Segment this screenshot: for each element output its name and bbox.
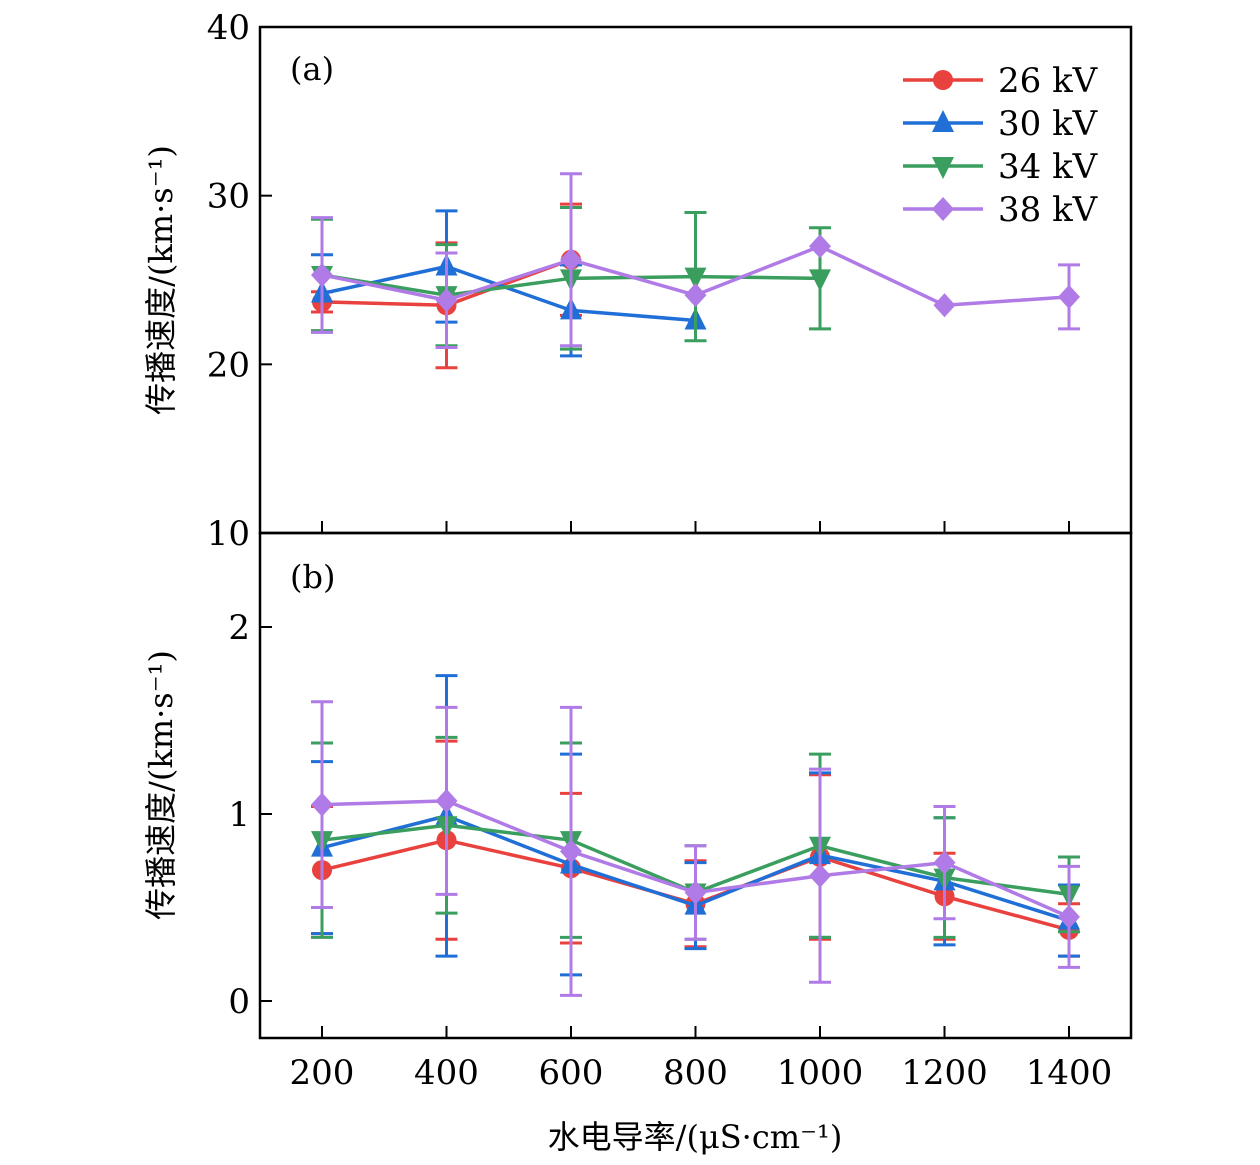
data-point [435,288,458,313]
y-tick-label: 0 [228,982,250,1022]
data-point [684,283,707,308]
legend-label: 30 kV [998,104,1099,144]
data-point [311,792,333,817]
y-tick-label: 20 [207,345,250,385]
x-tick-label: 200 [290,1053,355,1093]
data-point [684,267,707,290]
x-tick-label: 400 [414,1053,479,1093]
series-line [321,264,696,323]
legend-entry: 34 kV [903,147,1099,187]
legend-entry: 38 kV [903,190,1099,230]
legend-marker [932,157,954,179]
series-38-kV [311,700,1080,997]
data-point [560,247,582,272]
data-point [809,863,831,888]
panel-label: (b) [290,558,335,596]
y-axis-label: 传播速度/(km·s⁻¹) [142,650,180,920]
panels: (a) 10 20 30 40 传播速度/(km·s⁻¹) (b) 0 1 2 200 400 600 8… [142,8,1133,1093]
panel-label: (a) [290,50,334,88]
y-tick-label: 10 [207,514,250,554]
x-tick-label: 1400 [1026,1053,1113,1093]
y-tick-label: 1 [228,795,250,835]
x-tick-label: 600 [539,1053,604,1093]
x-axis-label: 水电导率/(μS·cm⁻¹) [548,1118,843,1156]
plot-frame [258,531,1133,1040]
y-tick-label: 40 [207,8,250,48]
legend-entry: 26 kV [903,61,1099,101]
legend-marker [932,110,954,132]
data-point [1058,904,1080,929]
y-axis-label: 传播速度/(km·s⁻¹) [142,145,180,415]
y-tick-label: 2 [228,608,250,648]
panel-b: (b) 0 1 2 200 400 600 800 1000 1200 1400 传播速度/(km·s… [142,531,1133,1093]
data-point [809,234,831,259]
legend-entry: 30 kV [903,104,1099,144]
data-point [435,788,458,813]
data-point [684,880,707,905]
data-point [933,293,956,318]
data-point [560,839,582,864]
x-tick-label: 800 [663,1053,728,1093]
legend-marker [933,70,953,90]
series-38-kV [311,172,1080,349]
panel-a: (a) 10 20 30 40 传播速度/(km·s⁻¹) [142,8,1133,554]
legend-label: 34 kV [998,147,1099,187]
data-point [933,850,956,875]
data-point [311,262,333,287]
x-tick-label: 1000 [777,1053,864,1093]
legend-label: 38 kV [998,190,1099,230]
data-point [809,269,831,292]
y-tick-label: 30 [207,177,250,217]
legend-label: 26 kV [998,61,1099,101]
data-point [1058,284,1080,309]
legend-marker [932,197,954,221]
x-tick-label: 1200 [901,1053,988,1093]
